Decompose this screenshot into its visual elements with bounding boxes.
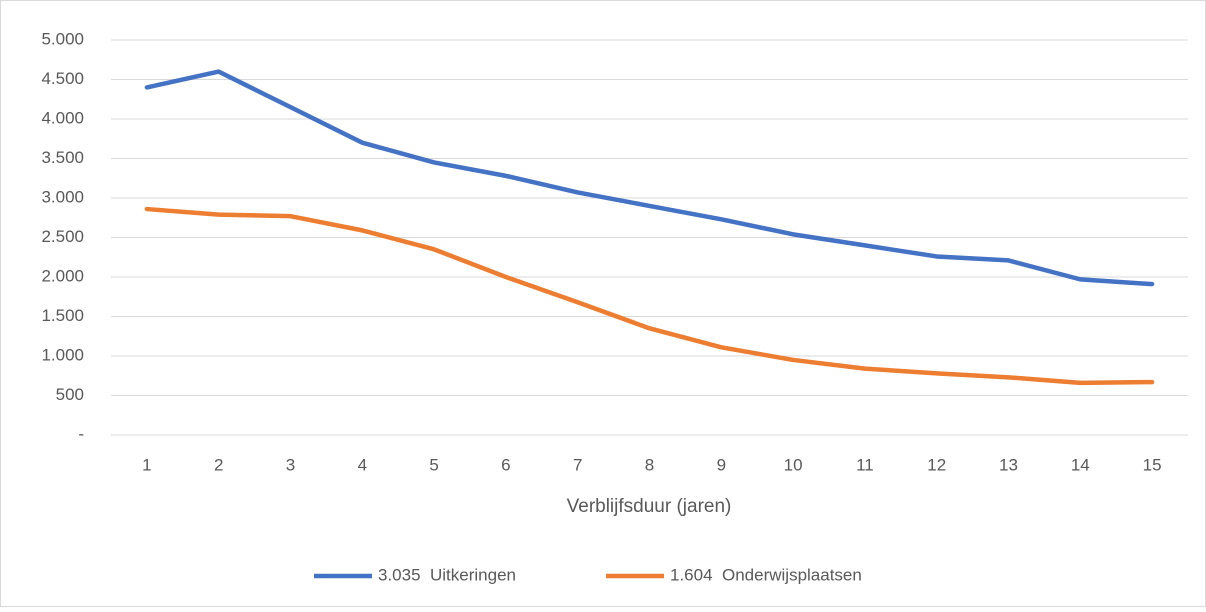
- x-tick-label: 8: [645, 455, 654, 474]
- y-tick-label: 500: [56, 385, 84, 404]
- legend-label: 1.604 Onderwijsplaatsen: [670, 565, 862, 584]
- x-tick-label: 2: [214, 455, 223, 474]
- y-tick-label: 2.000: [41, 266, 84, 285]
- x-tick-label: 5: [429, 455, 438, 474]
- x-tick-label: 4: [358, 455, 367, 474]
- x-tick-label: 12: [927, 455, 946, 474]
- x-tick-label: 13: [999, 455, 1018, 474]
- x-tick-label: 15: [1143, 455, 1162, 474]
- x-tick-label: 7: [573, 455, 582, 474]
- x-tick-label: 6: [501, 455, 510, 474]
- x-tick-label: 1: [142, 455, 151, 474]
- x-tick-label: 10: [784, 455, 803, 474]
- x-tick-label: 3: [286, 455, 295, 474]
- y-tick-label: 4.500: [41, 69, 84, 88]
- y-tick-label: 4.000: [41, 108, 84, 127]
- series-line: [144, 69, 1155, 287]
- y-tick-label: 3.500: [41, 148, 84, 167]
- x-tick-label: 9: [717, 455, 726, 474]
- x-tick-label: 14: [1071, 455, 1090, 474]
- y-tick-label: 5.000: [41, 29, 84, 48]
- x-axis-label: Verblijfsduur (jaren): [567, 496, 732, 517]
- y-tick-label: 3.000: [41, 187, 84, 206]
- y-tick-label: 2.500: [41, 227, 84, 246]
- legend-label: 3.035 Uitkeringen: [378, 565, 516, 584]
- y-tick-label: 1.000: [41, 345, 84, 364]
- x-tick-label: 11: [856, 455, 874, 474]
- series-line: [144, 206, 1155, 386]
- y-tick-label: 1.500: [41, 306, 84, 325]
- y-tick-label: -: [78, 424, 84, 443]
